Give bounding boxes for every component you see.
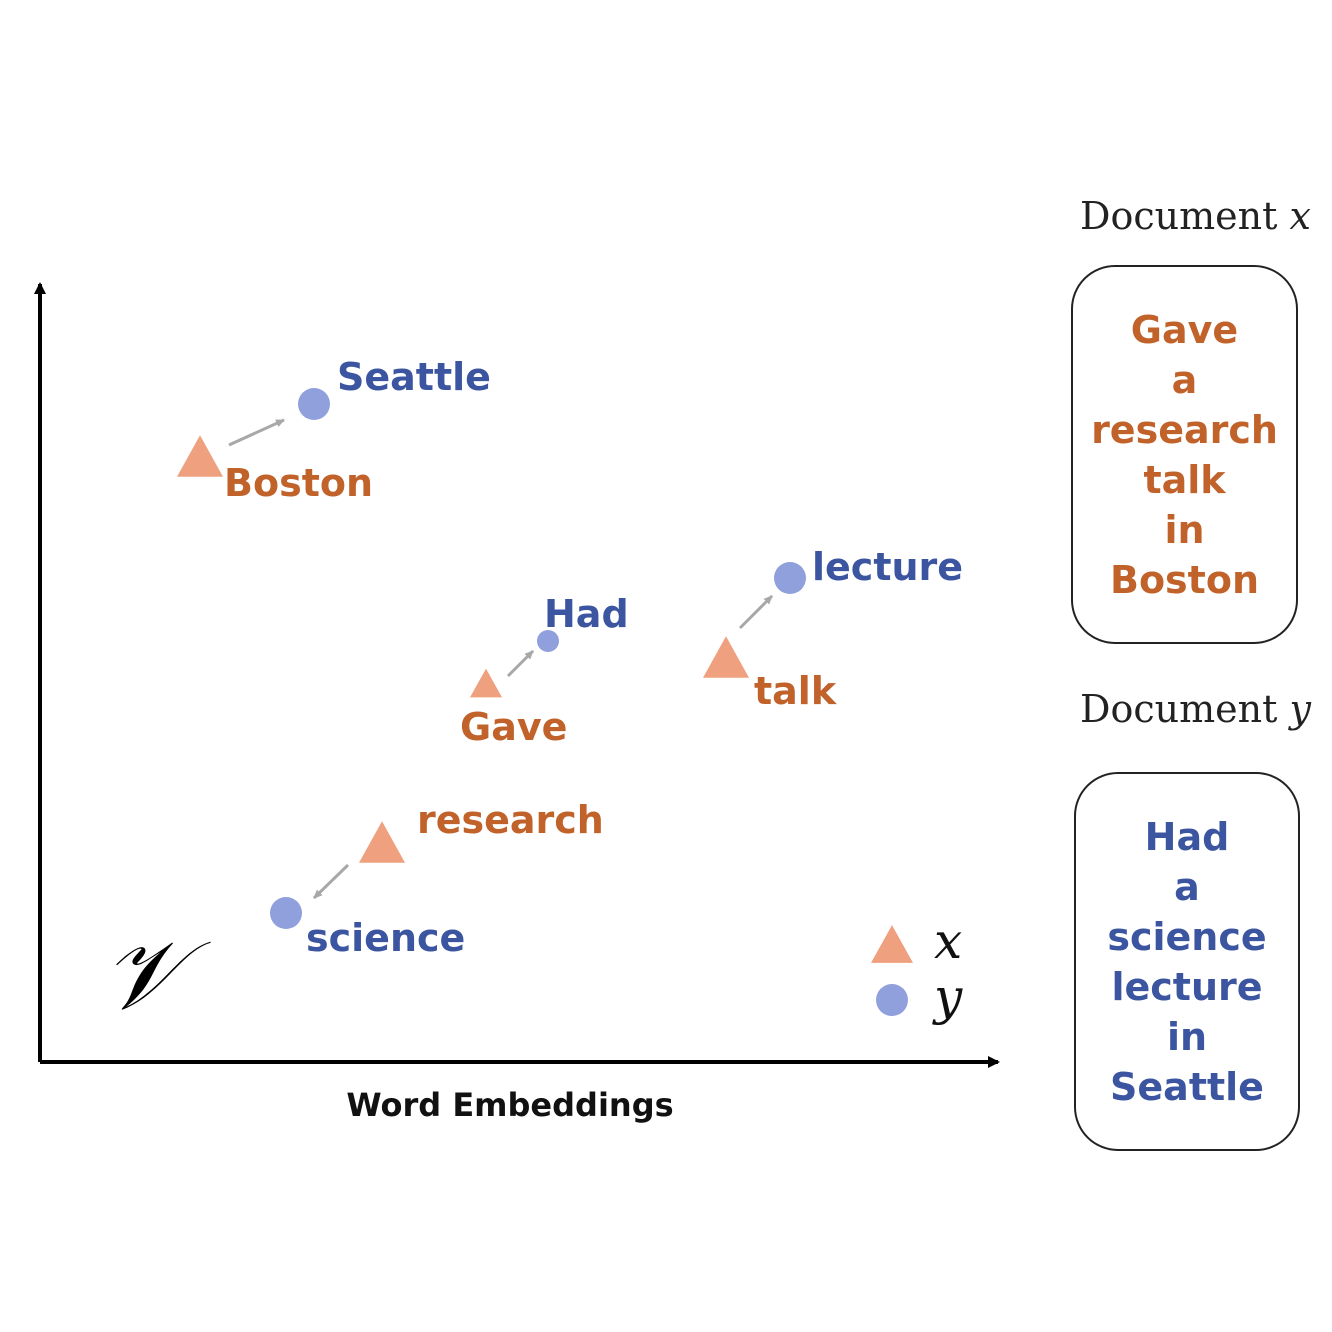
x-axis-label: Word Embeddings: [346, 1086, 673, 1124]
document-y-box: Had a science lecture in Seattle: [1074, 772, 1300, 1151]
marker-research-triangle: [359, 821, 405, 863]
legend-y-circle: [876, 984, 908, 1016]
document-x-word: in: [1164, 507, 1205, 552]
legend-label-x: x: [934, 912, 962, 970]
document-x-word: a: [1171, 357, 1198, 402]
document-y-word: lecture: [1111, 964, 1263, 1009]
marker-had-circle: [537, 630, 559, 652]
document-y-title: Document y: [1080, 687, 1311, 731]
document-x-word: Boston: [1109, 557, 1259, 602]
word-labels: Boston Seattle Gave Had talk lecture research s…: [224, 355, 963, 960]
document-x-word: talk: [1143, 457, 1226, 502]
word-label-lecture: lecture: [812, 545, 963, 589]
pair-arrow-gave-had: [506, 649, 535, 678]
document-x-word: research: [1091, 407, 1278, 452]
word-label-science: science: [306, 916, 465, 960]
legend: xy: [871, 912, 963, 1026]
legend-x-triangle: [871, 925, 913, 963]
pair-arrow-talk-lecture: [738, 594, 774, 630]
document-y-word: in: [1166, 1014, 1208, 1059]
marker-seattle-circle: [298, 388, 330, 420]
pair-arrow-research-science: [312, 863, 350, 900]
marker-talk-triangle: [703, 636, 749, 678]
document-y-word: Seattle: [1110, 1064, 1264, 1109]
pair-arrows: [228, 418, 774, 900]
marker-boston-triangle: [177, 435, 223, 477]
pair-arrow-boston-seattle: [228, 418, 285, 447]
word-label-talk: talk: [754, 669, 837, 713]
word-markers: [177, 388, 806, 929]
document-y-word: science: [1107, 914, 1267, 959]
document-y-word: Had: [1144, 814, 1230, 859]
legend-label-y: y: [932, 968, 963, 1026]
marker-gave-triangle: [470, 668, 502, 698]
document-y-word: a: [1174, 864, 1200, 909]
word-label-research: research: [417, 798, 604, 842]
marker-science-circle: [270, 897, 302, 929]
document-x-title: Document x: [1080, 194, 1311, 238]
marker-lecture-circle: [774, 562, 806, 594]
word-label-seattle: Seattle: [337, 355, 491, 399]
word-label-had: Had: [544, 592, 629, 636]
space-symbol: 𝒱: [102, 919, 211, 1031]
word-label-gave: Gave: [460, 705, 567, 749]
document-x-box: Gave a research talk in Boston: [1071, 265, 1298, 644]
word-label-boston: Boston: [224, 461, 373, 505]
document-x-word: Gave: [1130, 307, 1239, 352]
